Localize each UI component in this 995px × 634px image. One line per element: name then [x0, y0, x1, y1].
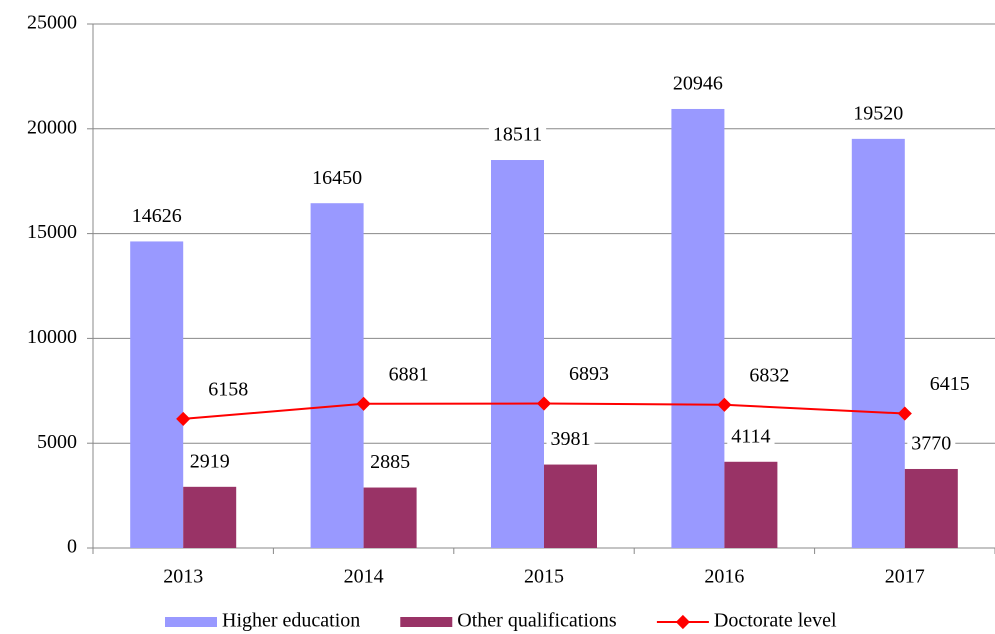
legend-label: Doctorate level [714, 610, 837, 632]
data-label-bg [745, 364, 794, 387]
data-label: 6158 [208, 379, 248, 401]
data-label-bg [668, 72, 727, 95]
bar [363, 487, 417, 548]
y-tick-label: 10000 [27, 326, 77, 348]
y-tick-label: 20000 [27, 116, 77, 138]
bar [904, 468, 958, 548]
data-label-bg [204, 378, 253, 401]
data-label-bg [849, 102, 908, 125]
marker [897, 406, 912, 421]
marker [176, 411, 191, 426]
bar [724, 461, 778, 548]
data-label: 6832 [749, 364, 789, 386]
legend-swatch [675, 614, 690, 630]
bar [491, 160, 544, 548]
data-label: 20946 [673, 73, 723, 95]
data-label: 19520 [853, 102, 903, 124]
data-label-bg [366, 451, 415, 474]
bar [544, 464, 597, 548]
data-label: 6415 [930, 373, 970, 395]
data-label-bg [185, 450, 234, 473]
y-tick-label: 0 [67, 536, 77, 558]
bar [310, 203, 364, 548]
data-label-bg [727, 425, 775, 448]
x-tick-label: 2013 [163, 566, 203, 588]
bar [671, 108, 725, 549]
data-label: 6881 [389, 363, 429, 385]
legend-swatch [165, 617, 217, 627]
data-label: 16450 [312, 167, 362, 189]
data-label: 3770 [911, 433, 951, 455]
data-label: 4114 [731, 425, 770, 447]
x-tick-label: 2015 [524, 566, 564, 588]
bar [183, 486, 237, 548]
data-label: 6893 [569, 363, 609, 385]
x-tick-label: 2017 [885, 566, 925, 588]
data-label: 2919 [190, 450, 230, 472]
y-tick-label: 5000 [37, 431, 77, 453]
data-label-bg [546, 428, 595, 451]
marker [536, 396, 552, 411]
legend-swatch [400, 617, 453, 627]
bar [130, 241, 184, 549]
legend-label: Higher education [222, 610, 360, 632]
legend-label: Other qualifications [457, 610, 617, 632]
data-label: 14626 [132, 205, 182, 227]
data-label-bg [384, 363, 433, 386]
marker [356, 396, 371, 411]
data-label: 3981 [551, 428, 591, 450]
data-label-bg [925, 373, 974, 396]
data-label: 18511 [493, 124, 542, 146]
data-label-bg [907, 432, 956, 455]
y-tick-label: 15000 [27, 221, 77, 243]
data-label-bg [488, 123, 547, 146]
data-label-bg [565, 363, 613, 386]
data-label-bg [127, 205, 186, 228]
data-label: 2885 [370, 451, 410, 473]
bar [851, 138, 905, 549]
marker [717, 397, 732, 412]
legend: Higher education Other qualifications Doct… [165, 610, 837, 632]
x-tick-label: 2014 [344, 566, 384, 588]
x-tick-label: 2016 [704, 566, 744, 588]
y-tick-label: 25000 [27, 12, 77, 34]
data-label-bg [308, 166, 367, 189]
